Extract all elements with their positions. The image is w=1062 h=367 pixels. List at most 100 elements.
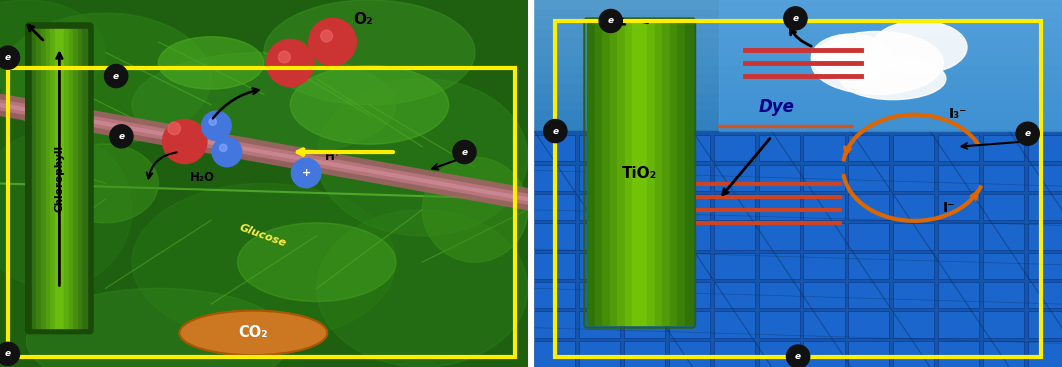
Bar — [938, 135, 979, 161]
Bar — [59, 29, 64, 328]
Bar — [1028, 312, 1062, 338]
Bar — [758, 135, 800, 161]
Circle shape — [321, 30, 332, 42]
Bar — [1028, 341, 1062, 367]
Text: e: e — [5, 53, 11, 62]
Circle shape — [267, 39, 314, 87]
Circle shape — [309, 18, 356, 66]
Bar — [55, 29, 59, 328]
Bar — [893, 341, 935, 367]
Bar — [579, 341, 620, 367]
Bar — [982, 341, 1024, 367]
Bar — [849, 135, 889, 161]
Bar — [678, 21, 685, 325]
Bar — [534, 73, 1062, 83]
Bar — [938, 165, 979, 191]
Bar — [849, 194, 889, 220]
Bar — [982, 135, 1024, 161]
Bar — [669, 312, 710, 338]
Bar — [1028, 224, 1062, 250]
Bar — [579, 312, 620, 338]
Bar — [758, 224, 800, 250]
Ellipse shape — [179, 310, 327, 355]
Bar — [623, 282, 665, 308]
Circle shape — [220, 144, 227, 152]
Ellipse shape — [872, 21, 967, 73]
Circle shape — [104, 65, 127, 88]
Bar — [849, 253, 889, 279]
Bar — [534, 282, 576, 308]
Bar — [803, 341, 844, 367]
Bar — [803, 224, 844, 250]
Bar — [623, 253, 665, 279]
Bar — [714, 135, 755, 161]
Bar — [663, 21, 670, 325]
Bar — [893, 253, 935, 279]
FancyBboxPatch shape — [27, 23, 92, 333]
Bar — [579, 165, 620, 191]
Bar — [534, 341, 576, 367]
Bar — [534, 165, 1062, 174]
Bar — [647, 21, 655, 325]
Text: e: e — [5, 349, 11, 359]
Bar — [534, 174, 1062, 184]
Text: TiO₂: TiO₂ — [622, 166, 657, 181]
Bar — [714, 312, 755, 338]
Bar — [534, 165, 576, 191]
Bar — [1028, 282, 1062, 308]
Bar — [534, 18, 1062, 28]
Bar — [758, 165, 800, 191]
Bar — [623, 165, 665, 191]
Bar — [982, 194, 1024, 220]
Bar — [849, 282, 889, 308]
Bar — [534, 253, 576, 279]
Circle shape — [0, 46, 19, 69]
Bar — [893, 194, 935, 220]
Text: e: e — [461, 148, 467, 157]
Bar — [579, 282, 620, 308]
Ellipse shape — [132, 184, 396, 341]
Bar — [534, 110, 1062, 119]
Ellipse shape — [840, 58, 946, 99]
Bar — [602, 21, 610, 325]
Ellipse shape — [811, 32, 943, 94]
Bar — [579, 224, 620, 250]
Bar — [982, 282, 1024, 308]
Bar — [7, 68, 515, 356]
Bar — [534, 156, 1062, 165]
Bar — [803, 165, 844, 191]
Bar — [587, 21, 595, 325]
Bar — [669, 282, 710, 308]
Circle shape — [278, 51, 290, 63]
Text: Glucose: Glucose — [238, 222, 287, 248]
Bar — [655, 21, 663, 325]
Bar — [849, 224, 889, 250]
Bar — [534, 128, 1062, 138]
Ellipse shape — [316, 210, 528, 367]
Bar — [849, 341, 889, 367]
Bar — [534, 138, 1062, 147]
Circle shape — [168, 122, 181, 135]
Bar — [534, 0, 1062, 9]
Bar — [982, 312, 1024, 338]
Text: e: e — [607, 17, 614, 25]
Bar — [623, 312, 665, 338]
Bar — [534, 55, 1062, 64]
Bar — [595, 21, 602, 325]
Circle shape — [202, 111, 232, 141]
Bar — [50, 29, 55, 328]
Bar — [938, 253, 979, 279]
Bar — [669, 224, 710, 250]
Ellipse shape — [158, 37, 263, 89]
Bar — [893, 312, 935, 338]
Bar — [534, 28, 1062, 37]
Ellipse shape — [263, 0, 475, 105]
Ellipse shape — [132, 52, 396, 157]
Bar — [758, 253, 800, 279]
Bar — [83, 29, 87, 328]
Ellipse shape — [811, 34, 890, 81]
Bar — [669, 253, 710, 279]
Bar — [623, 341, 665, 367]
Bar — [639, 21, 648, 325]
Bar — [534, 135, 576, 161]
